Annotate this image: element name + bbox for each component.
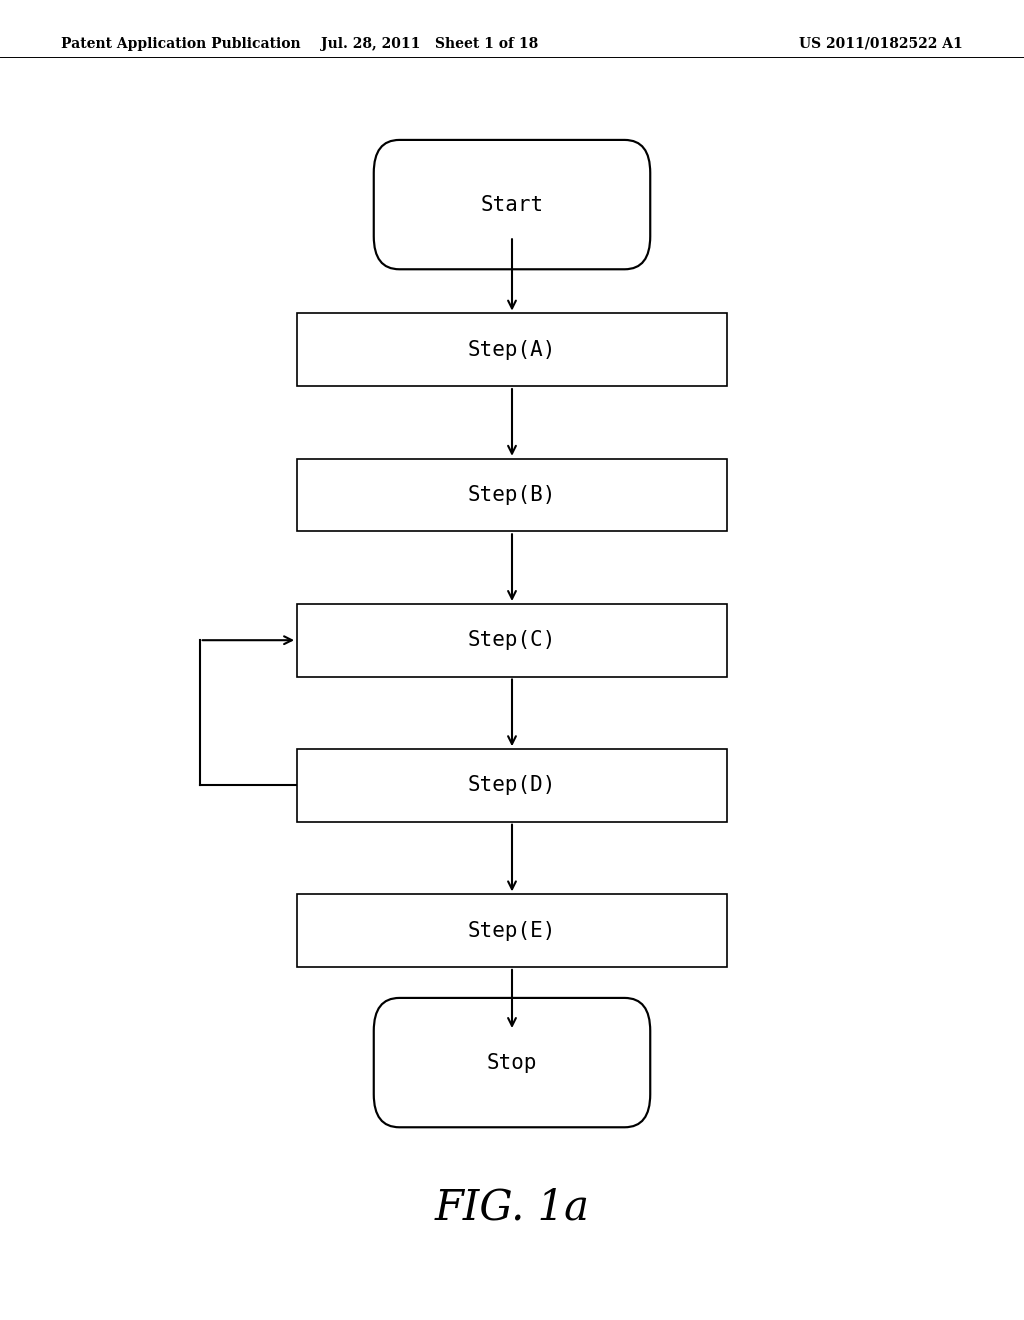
FancyBboxPatch shape (374, 998, 650, 1127)
FancyBboxPatch shape (297, 750, 727, 821)
Text: Step(B): Step(B) (468, 484, 556, 506)
Text: Start: Start (480, 194, 544, 215)
Text: US 2011/0182522 A1: US 2011/0182522 A1 (799, 37, 963, 50)
Text: FIG. 1a: FIG. 1a (434, 1187, 590, 1229)
FancyBboxPatch shape (297, 605, 727, 676)
Text: Step(A): Step(A) (468, 339, 556, 360)
FancyBboxPatch shape (297, 895, 727, 966)
FancyBboxPatch shape (297, 313, 727, 385)
FancyBboxPatch shape (297, 458, 727, 531)
Text: Jul. 28, 2011   Sheet 1 of 18: Jul. 28, 2011 Sheet 1 of 18 (322, 37, 539, 50)
Text: Stop: Stop (486, 1052, 538, 1073)
Text: Step(C): Step(C) (468, 630, 556, 651)
FancyBboxPatch shape (374, 140, 650, 269)
Text: Step(E): Step(E) (468, 920, 556, 941)
Text: Step(D): Step(D) (468, 775, 556, 796)
Text: Patent Application Publication: Patent Application Publication (61, 37, 301, 50)
